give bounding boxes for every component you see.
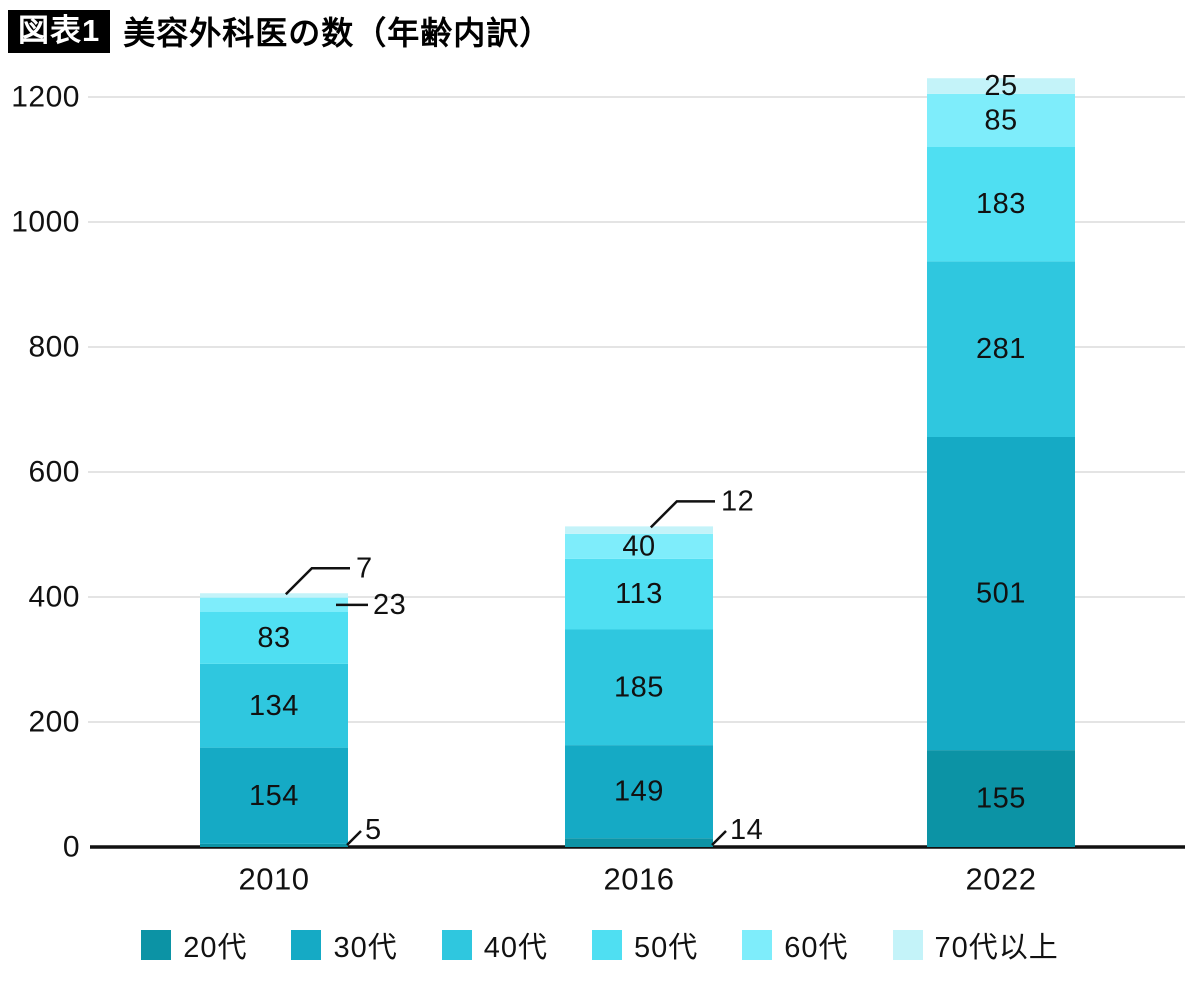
segment-value-callout: 12 bbox=[721, 485, 754, 517]
segment-value-label: 501 bbox=[976, 578, 1026, 610]
legend-label: 70代以上 bbox=[934, 932, 1059, 964]
bar-2022-segment-50代 bbox=[927, 147, 1075, 262]
bar-2010-segment-50代 bbox=[200, 612, 348, 664]
segment-value-label: 183 bbox=[976, 188, 1026, 220]
bar-2022-segment-40代 bbox=[927, 261, 1075, 437]
legend-label: 20代 bbox=[183, 932, 248, 964]
age-breakdown-chart: 0 200 400 600 800 1000 1200 5 154 134 83 237 2010 14 1… bbox=[11, 70, 1185, 897]
bar-2010-segment-30代 bbox=[200, 747, 348, 844]
figure-tag-badge: 図表1 bbox=[8, 9, 111, 53]
legend-swatch bbox=[892, 930, 923, 960]
legend-label: 60代 bbox=[784, 932, 849, 964]
legend-swatch bbox=[592, 930, 622, 960]
legend-swatch bbox=[291, 930, 322, 960]
callout-line bbox=[346, 830, 362, 846]
segment-value-callout: 7 bbox=[356, 552, 373, 584]
callout-line bbox=[649, 500, 715, 529]
legend-item-20代: 20代 bbox=[141, 924, 247, 966]
segment-value-callout: 23 bbox=[373, 589, 406, 621]
x-category-label: 2010 bbox=[239, 862, 310, 897]
callout-line bbox=[711, 830, 727, 846]
bar-2022-segment-20代 bbox=[927, 750, 1075, 847]
y-tick-label: 600 bbox=[28, 456, 80, 489]
legend-item-70代以上: 70代以上 bbox=[892, 924, 1059, 966]
bar-2022-segment-70代以上 bbox=[927, 78, 1075, 94]
segment-value-label: 25 bbox=[984, 70, 1017, 102]
segment-value-label: 113 bbox=[615, 578, 663, 610]
bar-2016-segment-20代 bbox=[565, 838, 713, 847]
segment-value-callout: 5 bbox=[365, 814, 382, 846]
segment-value-label: 154 bbox=[249, 780, 299, 812]
y-tick-label: 200 bbox=[28, 706, 80, 739]
bar-2016-segment-40代 bbox=[565, 629, 713, 746]
segment-value-label: 149 bbox=[614, 776, 664, 808]
page-title: 美容外科医の数（年齢内訳） bbox=[123, 15, 553, 51]
legend-label: 40代 bbox=[483, 932, 548, 964]
segment-value-label: 134 bbox=[249, 690, 299, 722]
x-category-label: 2022 bbox=[966, 862, 1037, 897]
legend-item-30代: 30代 bbox=[291, 924, 397, 966]
segment-value-label: 281 bbox=[976, 333, 1026, 365]
legend-label: 30代 bbox=[333, 932, 398, 964]
segment-value-label: 83 bbox=[257, 622, 290, 654]
bar-2010-segment-60代 bbox=[200, 597, 348, 612]
segment-value-label: 185 bbox=[614, 671, 664, 703]
segment-value-label: 85 bbox=[984, 104, 1017, 136]
y-tick-label: 400 bbox=[28, 581, 80, 614]
segment-value-label: 155 bbox=[976, 783, 1026, 815]
x-category-label: 2016 bbox=[604, 862, 675, 897]
legend-item-50代: 50代 bbox=[592, 924, 698, 966]
legend-swatch bbox=[742, 930, 773, 960]
bar-2010-segment-40代 bbox=[200, 663, 348, 748]
legend-swatch bbox=[441, 930, 472, 960]
legend-item-40代: 40代 bbox=[441, 924, 548, 966]
segment-value-label: 40 bbox=[622, 530, 655, 562]
bar-2010-segment-20代 bbox=[200, 843, 348, 847]
bar-2010-segment-70代以上 bbox=[200, 593, 348, 598]
bar-2016-segment-30代 bbox=[565, 745, 713, 839]
chart-legend: 20代 30代 40代 50代 60代 70代以上 bbox=[0, 924, 1200, 966]
y-tick-label: 1200 bbox=[11, 81, 80, 114]
legend-swatch bbox=[141, 930, 172, 960]
y-tick-label: 800 bbox=[28, 331, 80, 364]
bar-2016-segment-70代以上 bbox=[565, 526, 713, 534]
bar-2022-segment-30代 bbox=[927, 437, 1075, 751]
bar-2022-segment-60代 bbox=[927, 93, 1075, 147]
segment-value-callout: 14 bbox=[730, 814, 763, 846]
bar-2016-segment-50代 bbox=[565, 558, 713, 630]
legend-item-60代: 60代 bbox=[742, 924, 848, 966]
bar-2016-segment-60代 bbox=[565, 533, 713, 559]
y-tick-label: 0 bbox=[63, 831, 80, 864]
figure-header: 図表1 美容外科医の数（年齢内訳） bbox=[8, 8, 552, 54]
legend-label: 50代 bbox=[634, 932, 699, 964]
callout-line bbox=[284, 567, 350, 596]
y-tick-label: 1000 bbox=[11, 206, 80, 239]
